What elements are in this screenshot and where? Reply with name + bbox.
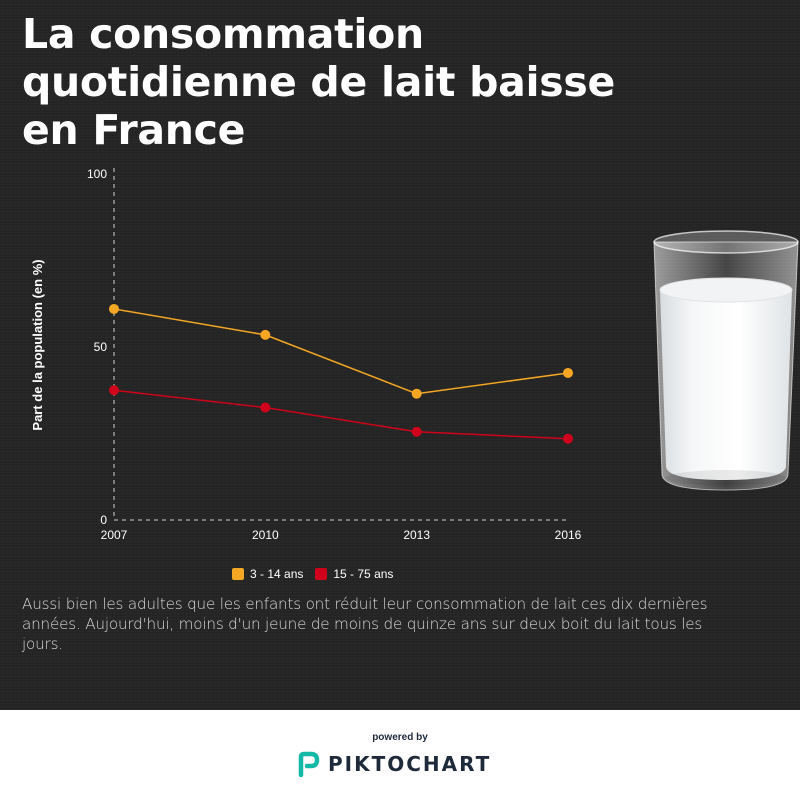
caption-text: Aussi bien les adultes que les enfants o…	[22, 595, 708, 653]
data-point	[260, 402, 271, 413]
brand-logo[interactable]: PIKTOCHART	[298, 750, 491, 778]
data-point	[260, 329, 271, 340]
y-tick-label: 0	[100, 513, 107, 527]
chart-series	[109, 303, 573, 444]
x-tick-label: 2016	[555, 528, 582, 542]
series-2	[109, 385, 573, 444]
line-chart: 0 50 100 2007 2010 2013 2016	[87, 167, 582, 542]
legend-label: 3 - 14 ans	[250, 567, 304, 581]
data-point	[411, 388, 422, 399]
infographic-panel: La consommation quotidienne de lait bais…	[0, 0, 800, 710]
powered-by-label: powered by	[372, 732, 428, 743]
series-1	[109, 303, 573, 399]
x-tick-label: 2007	[101, 528, 128, 542]
data-point	[109, 385, 119, 396]
data-point	[563, 367, 573, 378]
y-tick-label: 100	[87, 167, 107, 181]
y-tick-label: 50	[94, 340, 108, 354]
legend-swatch-orange	[232, 568, 244, 580]
data-point	[109, 303, 119, 314]
legend-item-3-14: 3 - 14 ans	[232, 567, 303, 581]
y-axis-label: Part de la population (en %)	[30, 259, 45, 431]
infographic-title: La consommation quotidienne de lait bais…	[22, 10, 615, 154]
legend-swatch-red	[315, 568, 328, 580]
chart-tick-labels: 0 50 100 2007 2010 2013 2016	[87, 167, 582, 542]
brand-name: PIKTOCHART	[328, 752, 492, 776]
milk-glass-image	[653, 230, 799, 491]
series-line	[113, 308, 569, 395]
footer: powered by PIKTOCHART	[0, 710, 800, 800]
chart-legend: 3 - 14 ans 15 - 75 ans	[232, 566, 405, 582]
legend-item-15-75: 15 - 75 ans	[315, 567, 393, 581]
x-tick-label: 2010	[252, 528, 279, 542]
data-point	[411, 426, 422, 437]
chart-axes	[113, 168, 568, 521]
data-point	[563, 433, 573, 444]
series-line	[113, 389, 569, 440]
x-tick-label: 2013	[403, 528, 430, 542]
legend-label: 15 - 75 ans	[333, 567, 394, 581]
piktochart-logo-icon	[298, 751, 320, 777]
